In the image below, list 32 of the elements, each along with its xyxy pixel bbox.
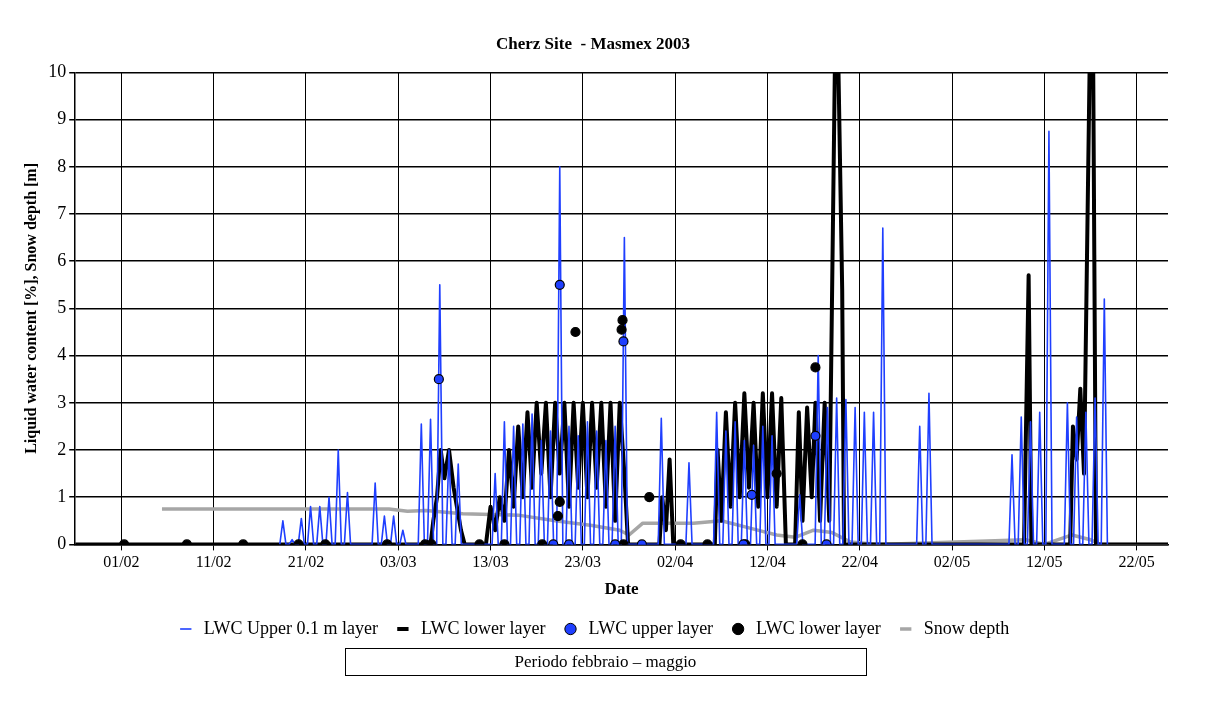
legend-label: LWC upper layer — [588, 617, 714, 638]
y-axis-title: Liquid water content [%], Snow depth [m] — [21, 162, 40, 454]
legend-label: LWC lower layer — [420, 617, 546, 638]
legend-label: LWC lower layer — [756, 617, 881, 638]
y-tick-label: 6 — [57, 249, 67, 270]
x-tick-label: 02/04 — [656, 553, 694, 571]
chart-title: Cherz Site - Masmex 2003 — [495, 33, 691, 53]
x-tick-label: 22/04 — [841, 553, 878, 571]
legend-label: LWC Upper 0.1 m layer — [203, 617, 378, 638]
x-tick-label: 13/03 — [472, 553, 509, 571]
y-tick-label: 1 — [57, 485, 67, 506]
x-axis-title: Date — [604, 579, 640, 599]
legend-label: Snow depth — [923, 617, 1010, 638]
text: Periodo febbraio – maggio — [344, 648, 867, 676]
y-tick-label: 7 — [57, 202, 67, 223]
y-tick-label: 8 — [57, 155, 67, 176]
x-tick-label: 12/05 — [1026, 553, 1063, 571]
x-tick-label: 23/03 — [564, 553, 602, 571]
x-tick-label: 02/05 — [933, 553, 971, 571]
y-tick-label: 0 — [57, 533, 67, 554]
y-tick-label: 2 — [57, 438, 67, 459]
y-tick-label: 3 — [57, 391, 67, 412]
y-tick-label: 5 — [57, 297, 67, 318]
y-tick-label: 9 — [57, 108, 67, 129]
y-tick-label: 10 — [48, 61, 67, 82]
y-tick-label: 4 — [57, 344, 67, 365]
x-tick-label: 21/02 — [287, 553, 325, 571]
x-tick-label: 12/04 — [749, 553, 786, 571]
x-tick-label: 03/03 — [380, 553, 417, 571]
x-tick-label: 22/05 — [1118, 553, 1155, 571]
x-tick-label: 11/02 — [195, 553, 232, 571]
x-tick-label: 01/02 — [103, 553, 140, 571]
